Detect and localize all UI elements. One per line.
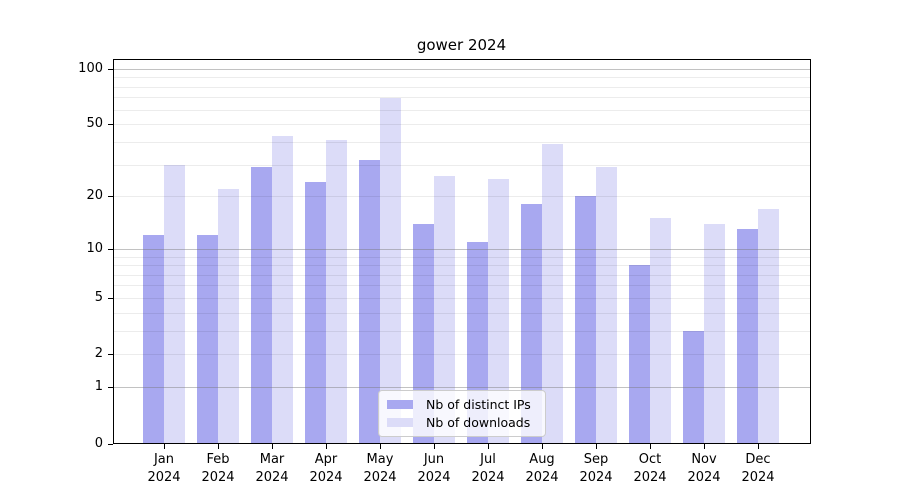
y-tick-mark xyxy=(108,298,113,299)
x-tick-mark xyxy=(434,444,435,449)
legend: Nb of distinct IPs Nb of downloads xyxy=(378,390,546,437)
bar-downloads xyxy=(596,167,617,443)
x-tick-label: Nov 2024 xyxy=(687,452,721,485)
minor-gridline xyxy=(113,285,810,286)
x-tick-label: Aug 2024 xyxy=(525,452,559,485)
y-tick-mark xyxy=(108,249,113,250)
bar-downloads xyxy=(542,144,563,443)
bar-distinct-ips xyxy=(683,331,704,443)
x-tick-mark xyxy=(704,444,705,449)
y-tick-label: 2 xyxy=(94,346,103,361)
minor-gridline xyxy=(113,298,810,299)
bar-distinct-ips xyxy=(575,196,596,443)
bar-distinct-ips xyxy=(305,182,326,443)
spine-left xyxy=(113,59,114,444)
x-tick-label: Dec 2024 xyxy=(741,452,775,485)
bar-downloads xyxy=(488,179,509,443)
minor-gridline xyxy=(113,87,810,88)
spine-top xyxy=(113,59,811,60)
legend-swatch-distinct-ips xyxy=(387,400,413,410)
bar-distinct-ips xyxy=(413,224,434,443)
y-tick-label: 1 xyxy=(94,379,103,394)
bar-distinct-ips xyxy=(737,229,758,443)
x-tick-mark xyxy=(488,444,489,449)
minor-gridline xyxy=(113,354,810,355)
minor-gridline xyxy=(113,97,810,98)
minor-gridline xyxy=(113,275,810,276)
bar-distinct-ips xyxy=(521,204,542,443)
y-tick-mark xyxy=(108,124,113,125)
minor-gridline xyxy=(113,331,810,332)
x-tick-mark xyxy=(650,444,651,449)
y-tick-label: 100 xyxy=(78,61,103,76)
legend-label-distinct-ips: Nb of distinct IPs xyxy=(426,397,531,413)
bar-distinct-ips xyxy=(629,265,650,443)
y-tick-mark xyxy=(108,444,113,445)
y-tick-mark xyxy=(108,354,113,355)
major-gridline xyxy=(113,387,810,388)
legend-item-downloads: Nb of downloads xyxy=(387,415,537,430)
chart-title: gower 2024 xyxy=(416,36,507,54)
x-tick-label: Feb 2024 xyxy=(201,452,235,485)
minor-gridline xyxy=(113,142,810,143)
minor-gridline xyxy=(113,77,810,78)
y-tick-label: 50 xyxy=(86,116,103,131)
minor-gridline xyxy=(113,165,810,166)
bar-downloads xyxy=(758,209,779,443)
x-tick-label: Jul 2024 xyxy=(471,452,505,485)
major-gridline xyxy=(113,249,810,250)
x-tick-mark xyxy=(164,444,165,449)
y-tick-mark xyxy=(108,69,113,70)
minor-gridline xyxy=(113,257,810,258)
bar-distinct-ips xyxy=(197,235,218,443)
bar-distinct-ips xyxy=(251,167,272,443)
x-tick-mark xyxy=(758,444,759,449)
minor-gridline xyxy=(113,124,810,125)
x-tick-label: Oct 2024 xyxy=(633,452,667,485)
bar-downloads xyxy=(218,189,239,443)
y-tick-label: 20 xyxy=(86,188,103,203)
x-tick-label: Jun 2024 xyxy=(417,452,451,485)
x-tick-mark xyxy=(380,444,381,449)
x-tick-label: Apr 2024 xyxy=(309,452,343,485)
y-tick-mark xyxy=(108,387,113,388)
bar-downloads xyxy=(434,176,455,443)
bar-downloads xyxy=(272,136,293,443)
major-gridline xyxy=(113,69,810,70)
minor-gridline xyxy=(113,110,810,111)
legend-label-downloads: Nb of downloads xyxy=(426,414,531,430)
y-tick-mark xyxy=(108,196,113,197)
bar-downloads xyxy=(164,165,185,443)
x-tick-mark xyxy=(542,444,543,449)
y-tick-label: 0 xyxy=(94,436,103,451)
spine-bottom xyxy=(113,443,811,444)
minor-gridline xyxy=(113,196,810,197)
legend-swatch-downloads xyxy=(387,417,413,427)
x-tick-mark xyxy=(326,444,327,449)
spine-right xyxy=(810,59,811,444)
x-tick-label: Sep 2024 xyxy=(579,452,613,485)
y-tick-label: 5 xyxy=(94,290,103,305)
minor-gridline xyxy=(113,265,810,266)
legend-item-distinct-ips: Nb of distinct IPs xyxy=(387,397,537,412)
x-tick-label: Mar 2024 xyxy=(255,452,289,485)
y-tick-label: 10 xyxy=(86,241,103,256)
bar-distinct-ips xyxy=(143,235,164,443)
minor-gridline xyxy=(113,313,810,314)
bar-distinct-ips xyxy=(359,160,380,443)
x-tick-mark xyxy=(272,444,273,449)
x-tick-label: Jan 2024 xyxy=(147,452,181,485)
x-tick-mark xyxy=(596,444,597,449)
x-tick-label: May 2024 xyxy=(363,452,397,485)
bar-downloads xyxy=(326,140,347,443)
bar-downloads xyxy=(704,224,725,443)
bar-downloads xyxy=(380,98,401,443)
x-tick-mark xyxy=(218,444,219,449)
bar-downloads xyxy=(650,218,671,443)
